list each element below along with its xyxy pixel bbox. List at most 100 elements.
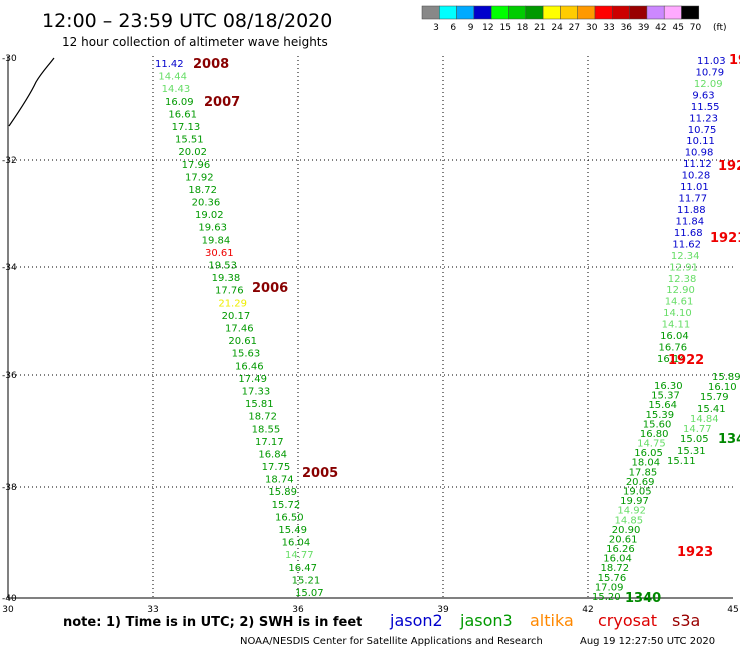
swh-reading: 14.43 [162,84,191,95]
swh-reading: 11.88 [677,205,706,216]
swh-reading: 17.09 [595,582,624,593]
color-scale-label: 3 [433,23,439,33]
swh-reading: 12.34 [671,251,700,262]
swh-reading: 14.10 [663,308,692,319]
swh-reading: 17.13 [172,122,201,133]
pass-time-label: 2008 [193,57,229,72]
swh-reading: 19.05 [623,487,652,498]
swh-reading: 11.62 [672,239,701,250]
swh-reading: 18.74 [265,475,294,486]
swh-reading: 15.20 [592,592,621,603]
swh-reading: 15.76 [598,573,627,584]
swh-reading: 15.49 [278,525,307,536]
swh-reading: 21.29 [218,298,247,309]
color-scale-label: 30 [586,23,598,33]
swh-reading: 12.91 [669,262,698,273]
pass-time-label: 1340 [625,591,661,606]
swh-reading: 11.01 [680,182,709,193]
color-scale-swatch [421,5,440,20]
swh-reading: 17.76 [215,286,244,297]
swh-reading: 10.98 [685,148,714,159]
swh-reading: 19.63 [198,223,227,234]
color-scale-swatch [612,5,630,20]
y-axis-tick-label: -36 [2,371,17,381]
swh-reading: 11.42 [155,59,184,70]
color-scale-label: 33 [603,23,614,33]
swh-reading: 14.77 [683,424,712,435]
satellite-legend-altika: altika [530,611,574,630]
swh-reading: 15.41 [697,404,726,415]
swh-reading: 20.69 [626,477,655,488]
satellite-legend-cryosat: cryosat [598,611,657,630]
swh-reading: 14.61 [665,297,694,308]
swh-reading: 15.60 [643,419,672,430]
swh-reading: 20.36 [192,198,221,209]
swh-reading: 16.14 [657,354,686,365]
swh-reading: 16.10 [708,382,737,393]
swh-reading: 11.84 [675,216,704,227]
pass-time-label: 2006 [252,281,288,296]
footer-credit: NOAA/NESDIS Center for Satellite Applica… [240,636,543,647]
swh-reading: 18.55 [252,424,281,435]
x-axis-tick-label: 36 [292,605,304,615]
color-scale-swatch [629,5,648,20]
swh-reading: 16.26 [606,544,635,555]
swh-reading: 17.33 [242,386,271,397]
swh-reading: 15.79 [700,392,729,403]
swh-reading: 15.21 [292,575,321,586]
swh-reading: 19.97 [620,496,649,507]
swh-reading: 18.72 [248,412,277,423]
swh-reading: 10.11 [686,136,715,147]
color-scale-swatch [525,5,544,20]
swh-reading: 14.75 [637,439,666,450]
y-axis-tick-label: -32 [2,156,17,166]
swh-reading: 14.84 [690,414,719,425]
swh-reading: 16.30 [654,381,683,392]
y-axis-tick-label: -34 [2,263,17,273]
color-scale-swatch [681,5,700,20]
swh-reading: 18.72 [188,185,217,196]
x-axis-tick-label: 30 [2,605,14,615]
color-scale-label: 39 [638,23,650,33]
pass-time-label: 2005 [302,466,338,481]
swh-reading: 16.04 [603,554,632,565]
color-scale-swatch [490,5,509,20]
swh-reading: 16.05 [634,448,663,459]
x-axis-tick-label: 45 [727,605,738,615]
swh-reading: 16.46 [235,361,264,372]
color-scale-label: 42 [655,23,666,33]
swh-reading: 16.04 [282,538,311,549]
swh-reading: 16.76 [659,343,688,354]
pass-time-label: 1922 [668,353,704,368]
page-title: 12:00 – 23:59 UTC 08/18/2020 [42,10,332,32]
swh-reading: 19.53 [208,261,237,272]
coastline [8,57,55,127]
swh-reading: 11.68 [674,228,703,239]
swh-reading: 15.51 [175,135,204,146]
color-scale-label: 12 [482,23,493,33]
swh-reading: 11.03 [697,56,726,67]
swh-reading: 15.89 [712,372,740,383]
satellite-legend-jason3: jason3 [459,611,513,630]
color-scale-unit: (ft) [713,23,727,33]
y-axis-tick-label: -30 [2,54,17,64]
swh-reading: 17.85 [629,467,658,478]
swh-reading: 17.92 [185,172,214,183]
satellite-legend-jason2: jason2 [389,611,443,630]
color-scale-label: 24 [551,23,563,33]
swh-reading: 15.05 [680,434,709,445]
swh-reading: 15.81 [245,399,274,410]
color-scale-label: 18 [517,23,529,33]
swh-reading: 18.72 [600,563,629,574]
pass-time-label: 192 [718,159,740,174]
swh-reading: 16.04 [660,331,689,342]
pass-time-label: 1923 [677,545,713,560]
color-scale-label: 9 [468,23,474,33]
swh-reading: 20.61 [228,336,257,347]
x-axis-tick-label: 42 [582,605,593,615]
pass-time-label: 134 [718,432,740,447]
swh-reading: 17.49 [238,374,267,385]
swh-reading: 14.11 [662,320,691,331]
